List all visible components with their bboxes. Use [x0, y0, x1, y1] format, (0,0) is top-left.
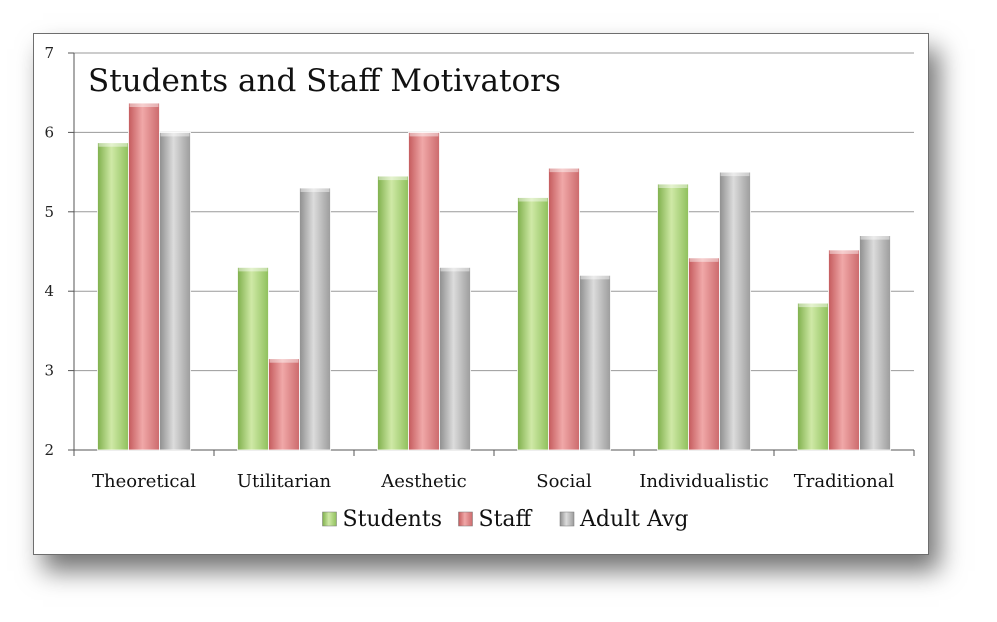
bar-highlight: [440, 267, 470, 272]
legend: Students Staff Adult Avg: [322, 507, 689, 532]
bar-highlight: [160, 132, 190, 137]
bar-students: [377, 175, 409, 451]
bar-highlight: [720, 172, 750, 177]
bar-highlight: [798, 303, 828, 308]
bar-staff: [408, 131, 440, 451]
axis-labels: 2 3 4 5 6 7 Theoretical Utilitarian Aesthetic Soc…: [44, 44, 894, 492]
bar-adult-avg: [579, 274, 611, 451]
bar-students: [517, 197, 549, 451]
x-tick-label: Theoretical: [92, 471, 196, 492]
bar-students: [97, 142, 129, 451]
bar-adult-avg: [159, 131, 191, 451]
bar-adult-avg: [719, 171, 751, 451]
x-tick-label: Utilitarian: [237, 471, 332, 492]
legend-label: Students: [343, 507, 442, 532]
bar-highlight: [658, 184, 688, 189]
bar-staff: [548, 167, 580, 451]
axes: [68, 52, 915, 456]
bar-staff: [828, 249, 860, 451]
y-tick-label: 2: [44, 441, 54, 459]
bar-adult-avg: [299, 187, 331, 451]
legend-swatch-students: [322, 511, 337, 527]
bar-highlight: [238, 267, 268, 272]
bar-highlight: [518, 197, 548, 202]
bar-highlight: [580, 275, 610, 280]
y-tick-label: 5: [44, 203, 54, 221]
bar-highlight: [860, 235, 890, 240]
bar-highlight: [129, 103, 159, 108]
bar-students: [237, 266, 269, 451]
bars: [97, 102, 891, 451]
bar-highlight: [829, 249, 859, 254]
bar-staff: [128, 102, 160, 451]
y-tick-label: 4: [44, 282, 54, 300]
bar-highlight: [98, 142, 128, 147]
bar-highlight: [549, 168, 579, 173]
bar-highlight: [300, 187, 330, 192]
y-tick-label: 6: [44, 123, 54, 141]
y-tick-label: 7: [44, 44, 54, 62]
x-tick-label: Individualistic: [639, 471, 769, 492]
bar-adult-avg: [859, 235, 891, 451]
bar-students: [797, 302, 829, 451]
legend-label: Adult Avg: [579, 507, 689, 532]
bar-highlight: [689, 257, 719, 262]
bar-staff: [688, 257, 720, 451]
bar-highlight: [269, 358, 299, 363]
legend-swatch-staff: [458, 511, 473, 527]
bar-adult-avg: [439, 266, 471, 451]
x-tick-label: Social: [536, 471, 592, 492]
grid-lines: [74, 52, 914, 372]
bar-staff: [268, 358, 300, 451]
bar-students: [657, 183, 689, 451]
x-tick-label: Aesthetic: [380, 471, 466, 492]
chart-title: Students and Staff Motivators: [88, 63, 561, 99]
legend-swatch-adult-avg: [559, 511, 575, 527]
legend-label: Staff: [479, 507, 533, 532]
y-tick-label: 3: [44, 362, 54, 380]
bar-highlight: [409, 132, 439, 137]
x-tick-label: Traditional: [794, 471, 895, 492]
bar-highlight: [378, 176, 408, 181]
